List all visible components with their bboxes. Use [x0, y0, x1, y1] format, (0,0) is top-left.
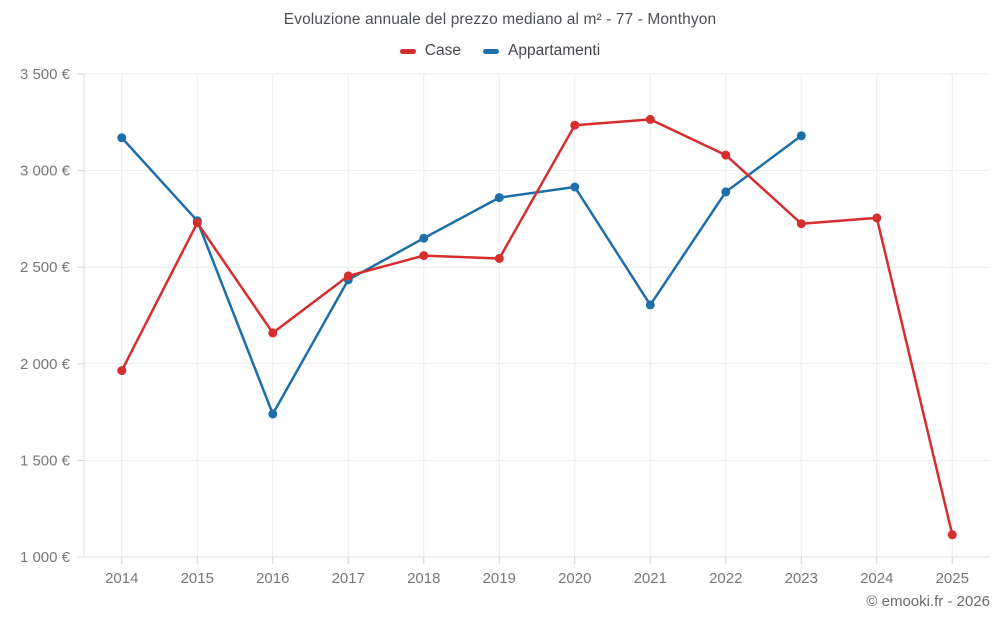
data-point-appartamenti-2020[interactable]: [570, 182, 580, 192]
data-point-case-2014[interactable]: [117, 366, 127, 376]
data-point-case-2017[interactable]: [343, 271, 353, 281]
y-axis-tick-label: 1 000 €: [20, 549, 71, 566]
data-point-case-2023[interactable]: [796, 219, 806, 229]
x-axis-tick-label: 2018: [407, 570, 440, 587]
data-point-appartamenti-2014[interactable]: [117, 133, 127, 143]
x-axis-tick-label: 2017: [332, 570, 365, 587]
legend-swatch-case-icon: [399, 48, 416, 54]
x-axis-tick-label: 2020: [558, 570, 591, 587]
data-point-case-2021[interactable]: [645, 114, 655, 124]
data-point-case-2018[interactable]: [419, 251, 429, 261]
series-line-case: [120, 118, 954, 537]
y-axis-tick-label: 2 500 €: [20, 259, 71, 276]
data-point-case-2025[interactable]: [947, 530, 957, 540]
data-point-appartamenti-2019[interactable]: [494, 193, 504, 203]
chart-legend: Case Appartamenti: [0, 42, 1000, 60]
data-point-case-2020[interactable]: [570, 120, 580, 130]
y-axis-tick-label: 3 500 €: [20, 66, 71, 83]
data-point-case-2022[interactable]: [721, 150, 731, 160]
x-axis-tick-label: 2014: [105, 570, 138, 587]
data-point-case-2024[interactable]: [872, 213, 882, 223]
x-axis-tick-label: 2024: [860, 570, 893, 587]
y-axis-tick-label: 3 000 €: [20, 163, 71, 180]
x-axis-tick-label: 2015: [181, 570, 214, 587]
footer-credit: © emooki.fr - 2026: [866, 593, 990, 610]
legend-swatch-appartamenti-icon: [482, 48, 499, 54]
data-point-appartamenti-2021[interactable]: [645, 300, 655, 310]
data-point-case-2015[interactable]: [192, 218, 202, 228]
data-point-appartamenti-2016[interactable]: [268, 409, 278, 419]
data-point-appartamenti-2018[interactable]: [419, 233, 429, 243]
legend-item-case[interactable]: Case: [399, 42, 461, 60]
data-point-appartamenti-2023[interactable]: [796, 131, 806, 141]
x-axis-tick-label: 2023: [785, 570, 818, 587]
x-axis-tick-label: 2016: [256, 570, 289, 587]
data-point-case-2016[interactable]: [268, 328, 278, 338]
legend-label-case: Case: [424, 42, 461, 59]
legend-item-appartamenti[interactable]: Appartamenti: [482, 42, 601, 60]
y-axis-tick-label: 2 000 €: [20, 356, 71, 373]
x-axis-tick-label: 2025: [936, 570, 969, 587]
data-point-appartamenti-2022[interactable]: [721, 187, 731, 197]
data-point-case-2019[interactable]: [494, 254, 504, 263]
chart-title: Evoluzione annuale del prezzo mediano al…: [283, 11, 717, 28]
y-axis-tick-label: 1 500 €: [20, 452, 71, 469]
x-axis-tick-label: 2021: [634, 570, 667, 587]
x-axis-tick-label: 2019: [483, 570, 516, 587]
x-axis-tick-label: 2022: [709, 570, 742, 587]
series-line-appartamenti: [120, 134, 803, 416]
legend-label-appartamenti: Appartamenti: [507, 42, 601, 59]
